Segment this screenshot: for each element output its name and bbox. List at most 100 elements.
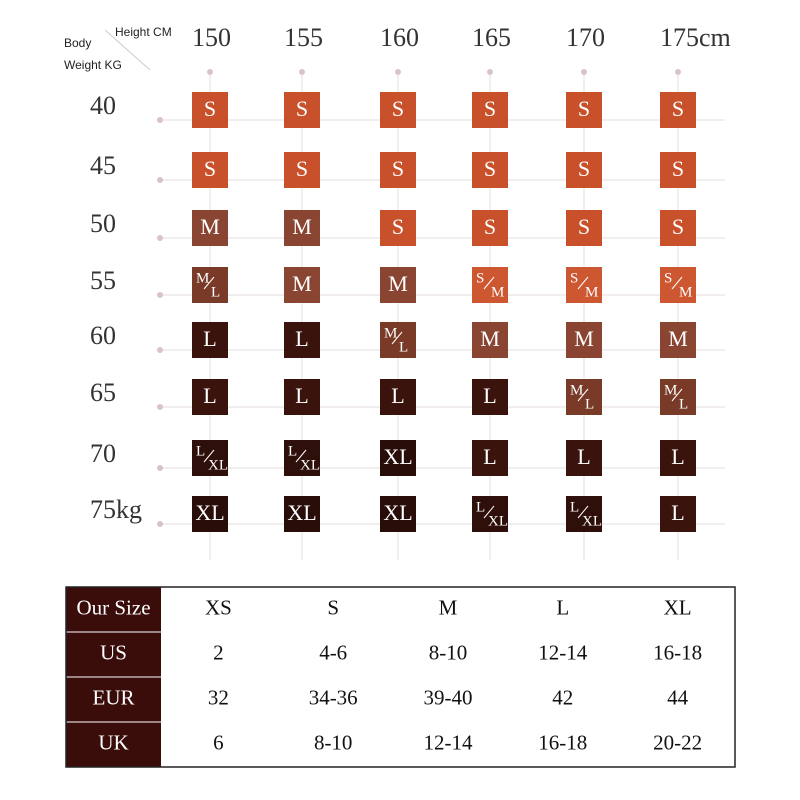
height-value: 170 (566, 23, 605, 52)
size-text: L (295, 383, 308, 408)
size-text-top: M (384, 325, 397, 341)
size-text-bottom: XL (582, 513, 602, 529)
row-label: UK (98, 730, 128, 754)
size-text: M (388, 271, 408, 296)
size-text-bottom: L (679, 396, 688, 412)
weight-value: 40 (90, 91, 116, 120)
size-slash (483, 276, 495, 290)
size-box (380, 496, 416, 532)
size-box (566, 440, 602, 476)
size-text-top: L (196, 443, 205, 459)
size-text: L (203, 383, 216, 408)
size-text: XL (287, 500, 316, 525)
size-box (566, 496, 602, 532)
size-box (566, 322, 602, 358)
size-text: M (574, 326, 594, 351)
size-text: S (672, 156, 684, 181)
table-border (65, 586, 736, 768)
table-cell: 39-40 (424, 685, 473, 709)
size-text-top: S (570, 270, 578, 286)
size-text: S (484, 156, 496, 181)
size-text: L (577, 444, 590, 469)
size-text-bottom: XL (208, 457, 228, 473)
size-slash (671, 388, 683, 402)
size-box (284, 152, 320, 188)
size-text: L (391, 383, 404, 408)
table-cell: 6 (213, 730, 224, 754)
size-slash (203, 449, 215, 463)
height-value: 155 (284, 23, 323, 52)
size-box (284, 496, 320, 532)
size-text: S (296, 96, 308, 121)
size-text: S (672, 214, 684, 239)
height-dot (581, 69, 587, 75)
height-value: 175cm (660, 23, 731, 52)
weight-dot (157, 292, 163, 298)
size-box (284, 267, 320, 303)
size-text: S (672, 96, 684, 121)
size-text: M (480, 326, 500, 351)
size-text-top: S (476, 270, 484, 286)
size-text-top: M (664, 382, 677, 398)
row-label: EUR (93, 685, 135, 709)
size-text: L (483, 444, 496, 469)
size-text: L (671, 444, 684, 469)
size-text-bottom: XL (488, 513, 508, 529)
size-box (472, 267, 508, 303)
table-cell: 32 (208, 685, 229, 709)
size-text: S (484, 96, 496, 121)
size-box (380, 92, 416, 128)
table-cell: 16-18 (653, 640, 702, 664)
size-text-top: M (570, 382, 583, 398)
table-cell: 20-22 (653, 730, 702, 754)
size-text-top: S (664, 270, 672, 286)
weight-dot (157, 404, 163, 410)
size-box (192, 92, 228, 128)
height-dot (675, 69, 681, 75)
size-text-bottom: L (399, 339, 408, 355)
table-cell: 44 (667, 685, 689, 709)
weight-value: 75kg (90, 495, 142, 524)
height-label: Height CM (115, 25, 172, 39)
table-cell: 8-10 (429, 640, 468, 664)
height-value: 165 (472, 23, 511, 52)
weight-dot (157, 235, 163, 241)
weight-label: Weight KG (64, 58, 122, 72)
table-cell: 16-18 (538, 730, 587, 754)
size-slash (577, 276, 589, 290)
size-box (660, 496, 696, 532)
table-cell: 12-14 (538, 640, 587, 664)
size-text-bottom: M (491, 284, 504, 300)
height-dot (487, 69, 493, 75)
size-text: M (668, 326, 688, 351)
size-box (192, 322, 228, 358)
size-text: S (578, 96, 590, 121)
size-box (380, 210, 416, 246)
size-slash (391, 331, 403, 345)
size-box (472, 440, 508, 476)
size-box (660, 322, 696, 358)
table-cell: L (556, 595, 569, 619)
height-value: 160 (380, 23, 419, 52)
size-text-bottom: L (585, 396, 594, 412)
size-box (660, 152, 696, 188)
size-box (472, 496, 508, 532)
size-text: S (578, 156, 590, 181)
size-text: S (392, 96, 404, 121)
weight-value: 55 (90, 266, 116, 295)
table-cell: 2 (213, 640, 224, 664)
conversion-table: Our Size XS S M L XL US 2 4-6 8-10 12-14 16-18 EUR 32… (65, 586, 736, 768)
table-cell: 8-10 (314, 730, 353, 754)
size-text: XL (383, 444, 412, 469)
size-box (660, 92, 696, 128)
size-slash (671, 276, 683, 290)
corner-divider (104, 29, 151, 71)
size-box (192, 210, 228, 246)
size-box (472, 379, 508, 415)
table-cell: S (327, 595, 339, 619)
size-box (284, 379, 320, 415)
size-box (284, 92, 320, 128)
size-text-bottom: M (679, 284, 692, 300)
table-cell: 4-6 (319, 640, 347, 664)
size-grid: 150 155 160 165 170 175cm 40 45 50 55 60 65 70 75kg S S… (90, 23, 731, 560)
